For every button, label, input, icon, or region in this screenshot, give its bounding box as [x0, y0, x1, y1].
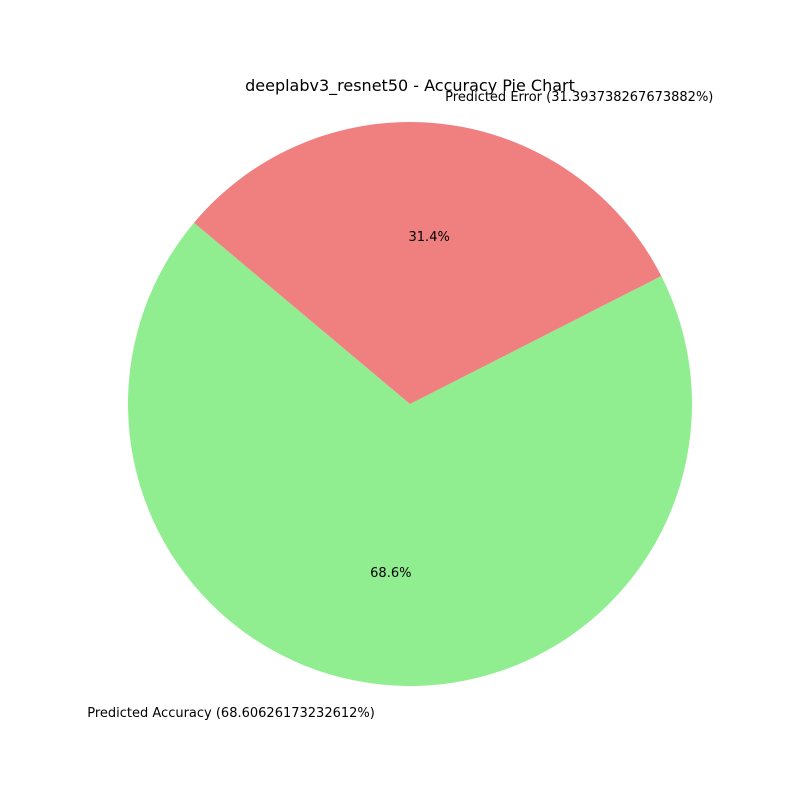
chart-title: deeplabv3_resnet50 - Accuracy Pie Chart [245, 76, 575, 96]
pie-labels: 68.6% Predicted Accuracy (68.606261732326… [87, 90, 713, 721]
pie-slice-pct-label-0: 68.6% [370, 566, 411, 581]
pie-slice-1 [193, 121, 662, 405]
pie-slice-0 [128, 222, 693, 686]
pie-slice-pct-label-1: 31.4% [409, 230, 450, 245]
pie-slices [128, 121, 693, 686]
pie-slice-label-0: Predicted Accuracy (68.60626173232612%) [87, 706, 375, 721]
pie-slice-label-1: Predicted Error (31.393738267673882%) [445, 90, 713, 105]
